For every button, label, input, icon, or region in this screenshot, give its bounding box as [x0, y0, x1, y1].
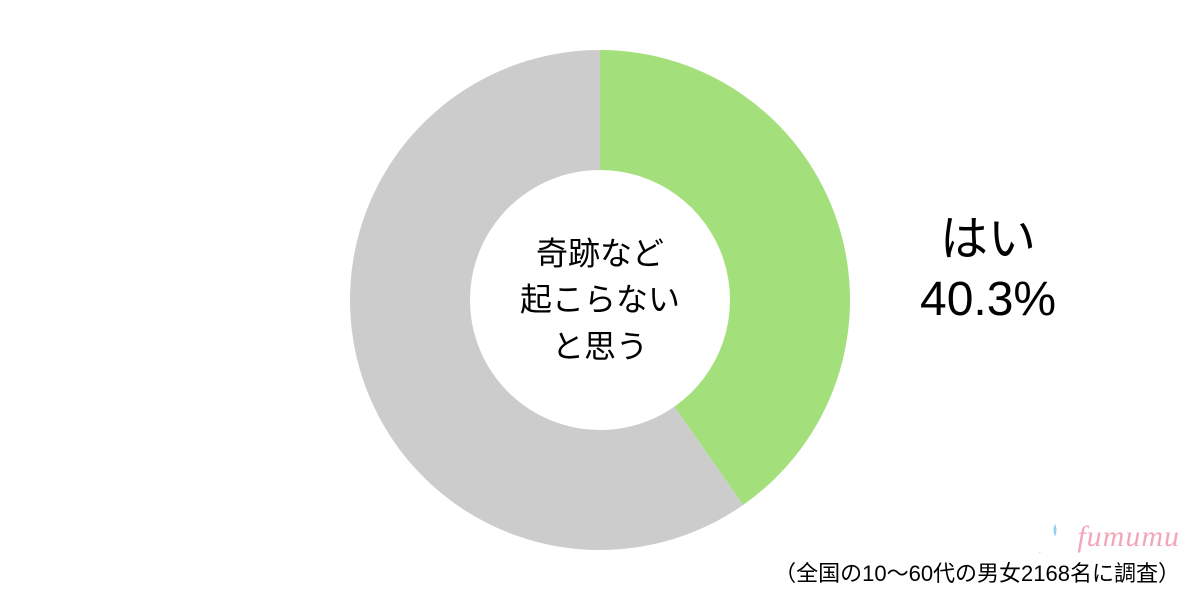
footnote-text: （全国の10～60代の男女2168名に調査）: [774, 556, 1180, 588]
value-label-percent: 40.3%: [920, 270, 1056, 330]
center-line-3: と思う: [520, 323, 680, 369]
donut-chart: 奇跡など 起こらない と思う: [350, 50, 850, 550]
value-label-text: はい: [920, 210, 1056, 270]
brand-logo: fumumu: [774, 520, 1180, 554]
value-label: はい 40.3%: [920, 210, 1056, 330]
flower-icon: [1039, 521, 1071, 553]
brand-logo-text: fumumu: [1077, 520, 1180, 554]
center-line-2: 起こらない: [520, 277, 680, 323]
donut-center-text: 奇跡など 起こらない と思う: [520, 230, 680, 369]
footnote-area: fumumu （全国の10～60代の男女2168名に調査）: [774, 520, 1180, 588]
center-line-1: 奇跡など: [520, 230, 680, 276]
